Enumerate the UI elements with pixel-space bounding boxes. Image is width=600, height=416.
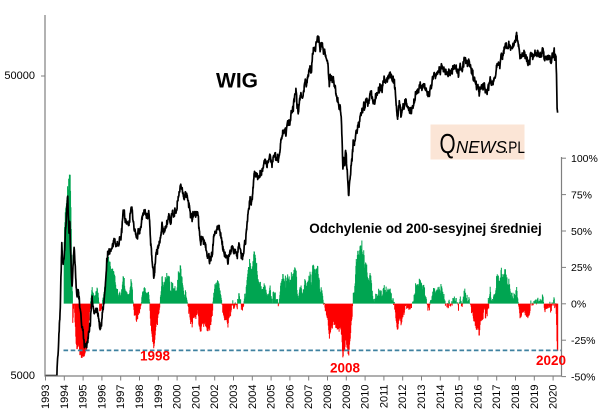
svg-text:2003: 2003 (228, 385, 240, 409)
svg-text:50000: 50000 (4, 70, 35, 82)
svg-text:2012: 2012 (397, 385, 409, 409)
svg-text:2008: 2008 (330, 361, 361, 376)
svg-text:5000: 5000 (11, 370, 35, 382)
svg-text:1997: 1997 (115, 385, 127, 409)
svg-text:WIG: WIG (216, 70, 258, 93)
svg-text:2010: 2010 (360, 385, 372, 409)
svg-text:2019: 2019 (529, 385, 541, 409)
svg-text:2017: 2017 (491, 385, 503, 409)
svg-text:2000: 2000 (172, 385, 184, 409)
svg-text:75%: 75% (571, 189, 592, 201)
svg-text:2007: 2007 (303, 385, 315, 409)
svg-text:2014: 2014 (435, 385, 447, 409)
svg-text:1996: 1996 (96, 385, 108, 409)
svg-text:NEWS: NEWS (456, 137, 507, 158)
svg-text:2020: 2020 (548, 385, 560, 409)
svg-text:2015: 2015 (454, 385, 466, 409)
svg-text:50%: 50% (571, 226, 592, 238)
svg-text:2001: 2001 (190, 385, 202, 409)
svg-text:Odchylenie od 200-sesyjnej śre: Odchylenie od 200-sesyjnej średniej (309, 221, 542, 236)
svg-text:100%: 100% (571, 153, 598, 165)
svg-text:-50%: -50% (571, 371, 596, 383)
svg-text:2011: 2011 (378, 385, 390, 409)
svg-text:2005: 2005 (266, 385, 278, 409)
svg-text:1993: 1993 (40, 385, 52, 409)
svg-text:25%: 25% (571, 262, 592, 274)
svg-text:1998: 1998 (134, 385, 146, 409)
svg-text:2013: 2013 (416, 385, 428, 409)
svg-text:2009: 2009 (341, 385, 353, 409)
svg-text:-25%: -25% (571, 335, 596, 347)
svg-text:2020: 2020 (536, 353, 566, 368)
svg-text:2002: 2002 (209, 385, 221, 409)
svg-text:.PL: .PL (505, 139, 526, 158)
svg-text:1994: 1994 (59, 385, 71, 409)
svg-text:1998: 1998 (140, 349, 171, 364)
svg-text:1999: 1999 (153, 385, 165, 409)
svg-text:2004: 2004 (247, 385, 259, 409)
svg-text:Q: Q (440, 129, 456, 160)
svg-text:2018: 2018 (510, 385, 522, 409)
svg-text:0%: 0% (571, 299, 586, 311)
svg-text:2006: 2006 (284, 385, 296, 409)
svg-text:2016: 2016 (472, 385, 484, 409)
svg-text:1995: 1995 (78, 385, 90, 409)
svg-text:2008: 2008 (322, 385, 334, 409)
